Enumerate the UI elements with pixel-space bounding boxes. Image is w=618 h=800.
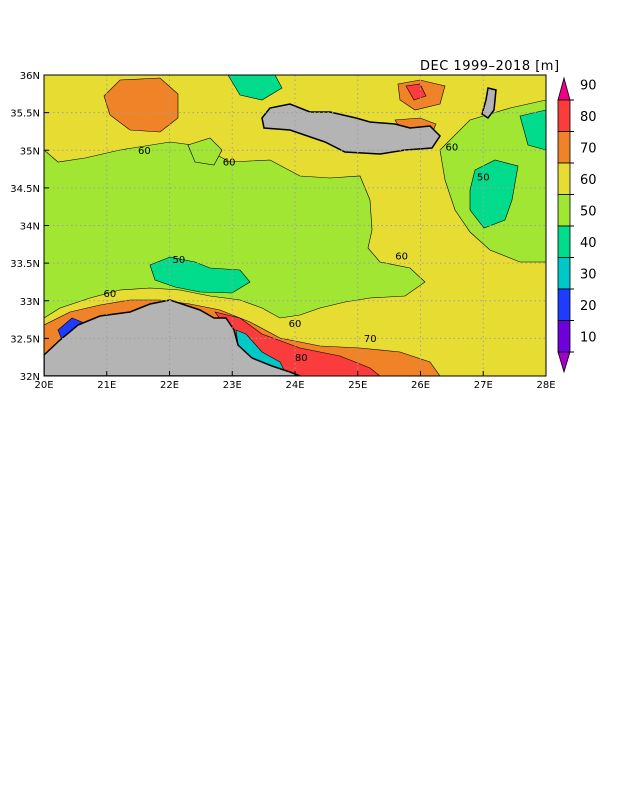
lon-tick-label: 22E	[160, 380, 179, 391]
field-50-60-patch	[187, 137, 223, 166]
field-80-90-ne	[405, 83, 427, 101]
lon-tick-label: 26E	[411, 380, 430, 391]
contour-label: 60	[223, 157, 236, 168]
lon-tick-label: 20E	[34, 380, 53, 391]
colorbar-label: 80	[580, 110, 597, 125]
karpathos-land	[481, 87, 497, 120]
lon-tick-label: 21E	[97, 380, 116, 391]
colorbar-segment	[557, 131, 571, 164]
field-40-50-north	[227, 75, 283, 101]
colorbar-label: 60	[580, 173, 597, 188]
colorbar-segment	[557, 99, 571, 132]
lat-tick-label: 35.5N	[10, 109, 40, 120]
lon-tick-label: 25E	[348, 380, 367, 391]
contour-label: 60	[446, 142, 459, 153]
contour-label: 50	[173, 255, 186, 266]
contour-label: 60	[395, 251, 408, 262]
lat-tick-label: 34N	[20, 222, 40, 233]
colorbar-label: 20	[580, 299, 597, 314]
field-40-50-east2	[519, 109, 546, 151]
contour-label: 80	[295, 353, 308, 364]
colorbar-label: 90	[580, 78, 597, 93]
lat-tick-label: 32.5N	[10, 334, 40, 345]
contour-label: 60	[138, 146, 151, 157]
field-40-50-south	[149, 256, 251, 294]
colorbar-segment	[557, 288, 571, 321]
lon-tick-label: 28E	[536, 380, 555, 391]
colorbar-segment	[557, 194, 571, 227]
lat-tick-label: 36N	[20, 71, 40, 82]
contour-label: 60	[289, 319, 302, 330]
colorbar-label: 70	[580, 141, 597, 156]
lat-tick-label: 33.5N	[10, 259, 40, 270]
colorbar: 10 20 30 40 50 60 70 80 90	[557, 76, 597, 374]
colorbar-label: 40	[580, 236, 597, 251]
colorbar-segment	[557, 225, 571, 258]
lat-tick-label: 34.5N	[10, 184, 40, 195]
colorbar-arrow-bottom	[557, 351, 571, 374]
contour-label: 60	[104, 289, 117, 300]
lon-tick-label: 23E	[223, 380, 242, 391]
map-title: DEC 1999–2018 [m]	[420, 59, 560, 74]
lon-tick-label: 24E	[285, 380, 304, 391]
colorbar-segment	[557, 257, 571, 290]
lat-tick-label: 33N	[20, 297, 40, 308]
colorbar-segment	[557, 320, 571, 353]
colorbar-label: 10	[580, 330, 597, 345]
colorbar-segment	[557, 162, 571, 195]
contour-labels: 60 60 60 50 60 50 60 60 70 80	[104, 142, 490, 364]
contour-label: 70	[364, 334, 377, 345]
lat-tick-label: 35N	[20, 146, 40, 157]
colorbar-label: 50	[580, 204, 597, 219]
field-40-50-east	[469, 159, 519, 229]
libya-land	[44, 299, 301, 376]
lon-axis: 20E 21E 22E 23E 24E 25E 26E 27E 28E	[34, 371, 556, 391]
lat-tick-label: 32N	[20, 372, 40, 383]
map-grid	[44, 75, 546, 376]
crete-land	[261, 103, 441, 155]
colorbar-label: 30	[580, 267, 597, 282]
colorbar-arrow-top	[557, 76, 571, 101]
field-70-80-nw	[103, 77, 179, 133]
lat-axis: 32N 32.5N 33N 33.5N 34N 34.5N 35N 35.5N 36N	[10, 71, 49, 383]
lon-tick-label: 27E	[474, 380, 493, 391]
contour-label: 50	[477, 172, 490, 183]
